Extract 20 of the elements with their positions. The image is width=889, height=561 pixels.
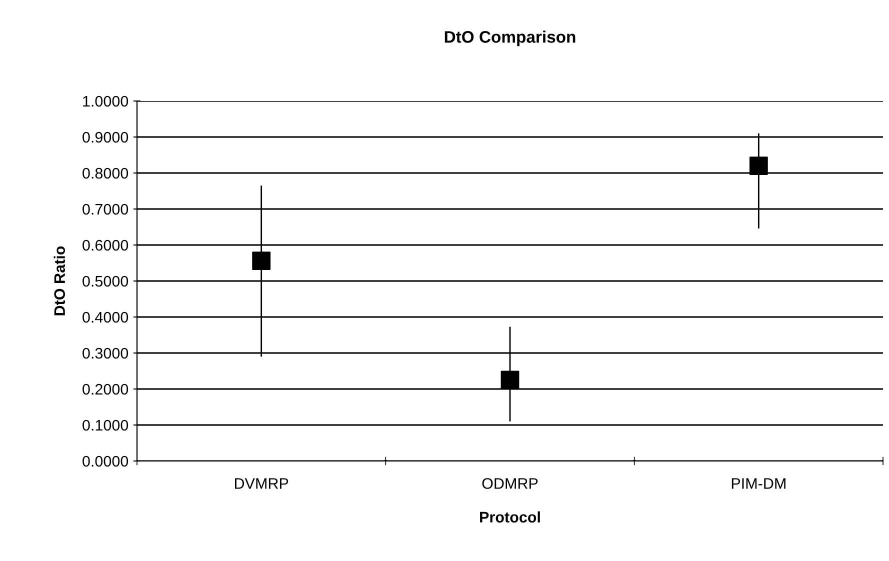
point bbox=[500, 370, 520, 390]
y-tick-label: 0.6000 bbox=[82, 240, 128, 251]
x-tick-label: DVMRP bbox=[235, 478, 288, 489]
y-tick-label: 0.5000 bbox=[82, 276, 128, 287]
point bbox=[749, 156, 768, 175]
x-tick-label: PIM-DM bbox=[732, 478, 786, 489]
y-tick-label: 0.2000 bbox=[82, 384, 128, 395]
y-tick-label: 1.0000 bbox=[83, 96, 128, 107]
x-axis-title: Protocol bbox=[480, 511, 540, 523]
y-tick-label: 0.0000 bbox=[82, 456, 128, 467]
x-tick-label: ODMRP bbox=[482, 478, 538, 489]
y-tick-label: 0.8000 bbox=[82, 168, 128, 179]
y-tick-label: 0.9000 bbox=[82, 132, 128, 143]
point bbox=[252, 252, 271, 270]
y-tick-label: 0.4000 bbox=[82, 312, 128, 323]
y-tick-label: 0.1000 bbox=[82, 420, 128, 431]
y-tick-label: 0.7000 bbox=[82, 204, 128, 215]
y-axis-title: DtO Ratio bbox=[54, 246, 66, 316]
chart-title: DtO Comparison bbox=[444, 30, 576, 46]
y-tick-label: 0.3000 bbox=[82, 348, 128, 359]
